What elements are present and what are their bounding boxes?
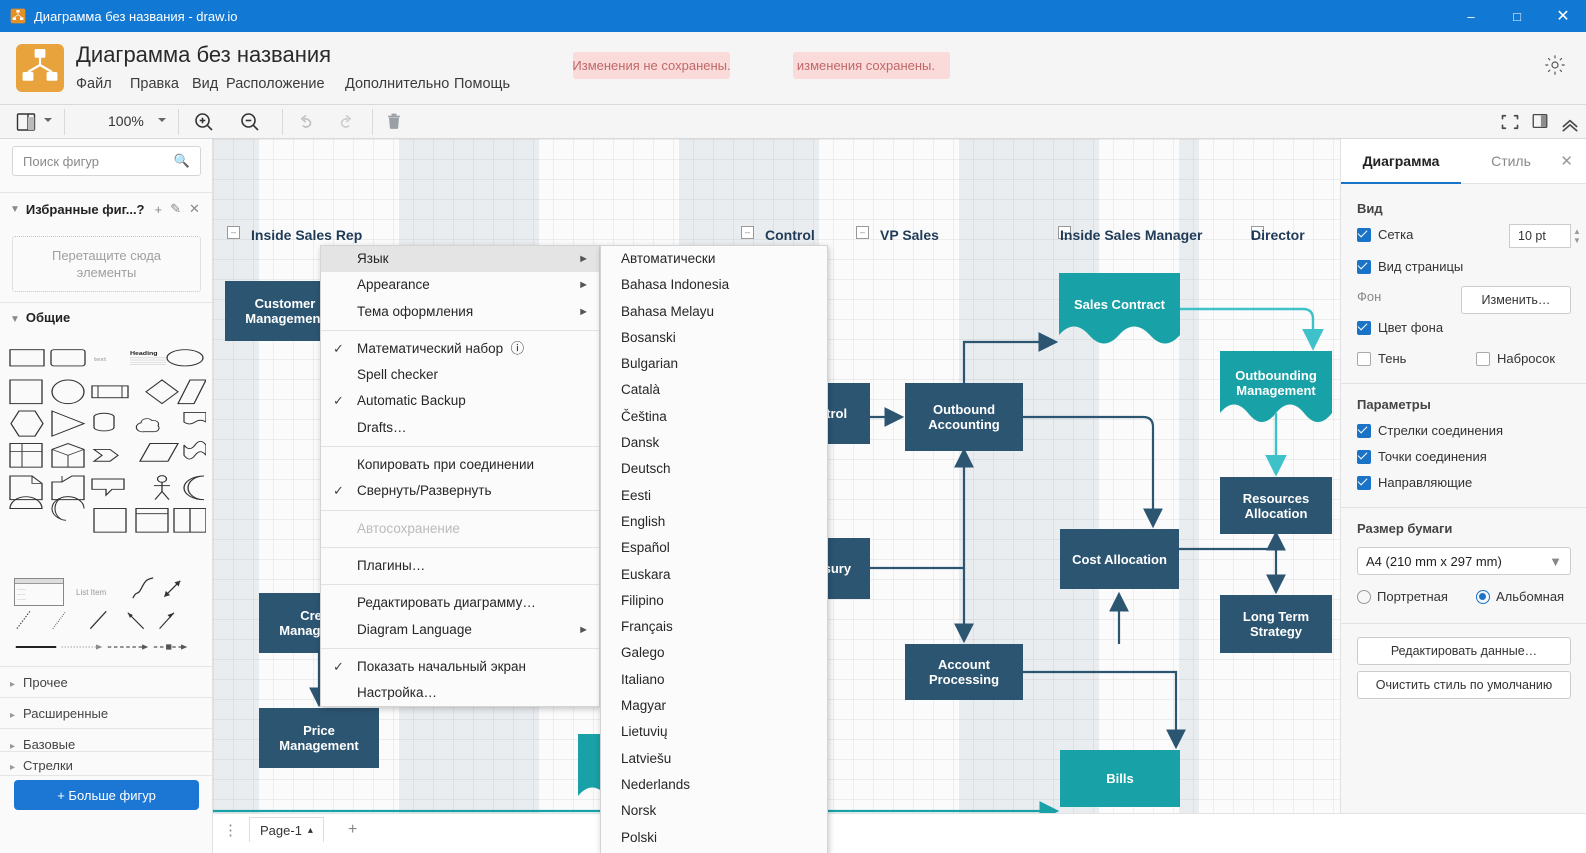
svg-text:Heading: Heading bbox=[130, 351, 158, 357]
svg-text:text: text bbox=[94, 357, 106, 363]
